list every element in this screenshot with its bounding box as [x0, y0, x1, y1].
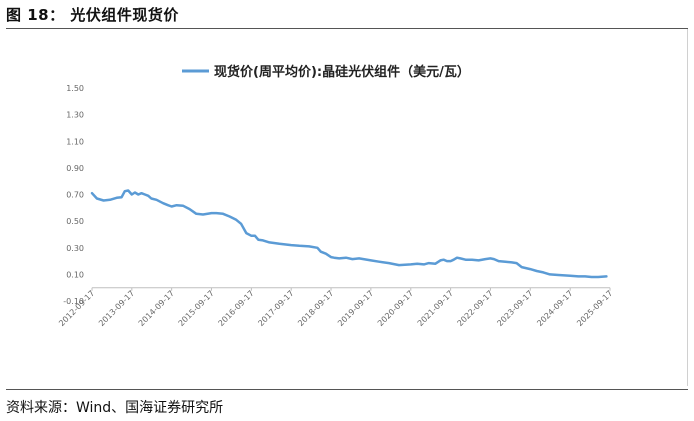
title-divider [6, 28, 688, 29]
y-tick-label: 0.50 [66, 217, 84, 226]
x-tick-label: 2022-09-17 [456, 289, 495, 328]
x-tick-label: 2014-09-17 [137, 289, 176, 328]
x-tick-label: 2016-09-17 [217, 289, 256, 328]
x-tick-label: 2024-09-17 [535, 289, 574, 328]
x-tick-label: 2018-09-17 [296, 289, 335, 328]
x-axis: 2012-09-17 2013-09-17 2014-09-17 2015-09-17… [57, 287, 614, 328]
x-tick-label: 2020-09-17 [376, 289, 415, 328]
y-tick-label: 1.30 [66, 111, 84, 120]
x-tick-label: 2017-09-17 [256, 289, 295, 328]
y-tick-label: 0.10 [66, 270, 84, 279]
y-axis: -0.10 0.10 0.30 0.50 0.70 0.90 1.10 1.30 1.50 [63, 84, 84, 306]
x-tick-label: 2019-09-17 [336, 289, 375, 328]
legend-label: 现货价(周平均价):晶硅光伏组件（美元/瓦） [214, 64, 470, 80]
x-tick-label: 2025-09-17 [575, 289, 614, 328]
y-tick-label: 0.30 [66, 244, 84, 253]
x-tick-label: 2012-09-17 [57, 289, 96, 328]
x-tick-label: 2013-09-17 [97, 289, 136, 328]
source-divider [6, 389, 688, 390]
source-note: 资料来源：Wind、国海证券研究所 [6, 400, 224, 416]
chart-legend: 现货价(周平均价):晶硅光伏组件（美元/瓦） [182, 64, 470, 80]
x-tick-label: 2023-09-17 [495, 289, 534, 328]
y-tick-label: 0.70 [66, 191, 84, 200]
x-tick-label: 2021-09-17 [416, 289, 455, 328]
y-tick-label: -0.10 [63, 297, 84, 306]
y-tick-label: 1.50 [66, 84, 84, 93]
y-tick-label: 1.10 [66, 137, 84, 146]
y-tick-label: 0.90 [66, 164, 84, 173]
series-line-module-price [90, 189, 608, 279]
figure-title: 图 18： 光伏组件现货价 [6, 6, 179, 24]
chart-frame [6, 29, 688, 386]
x-tick-label: 2015-09-17 [177, 289, 216, 328]
